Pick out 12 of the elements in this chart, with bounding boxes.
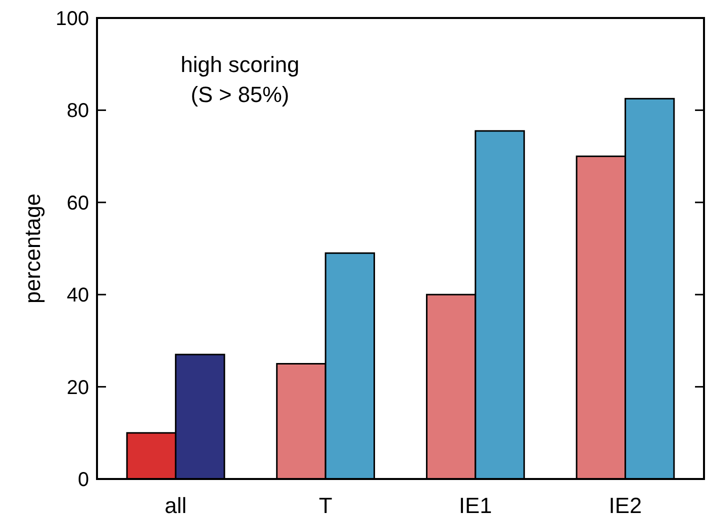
x-tick-label: T <box>318 493 332 518</box>
y-tick-label: 60 <box>66 192 89 214</box>
y-tick-label: 40 <box>66 284 89 307</box>
y-tick-label: 80 <box>66 100 89 122</box>
x-tick-label: all <box>164 493 187 518</box>
y-tick-label: 20 <box>66 376 89 399</box>
x-tick-label: IE2 <box>608 493 642 518</box>
y-tick-label: 100 <box>56 8 89 30</box>
x-tick-label: IE1 <box>458 493 492 518</box>
y-tick-label: 0 <box>78 469 89 491</box>
annotation: high scoring (S > 85%) <box>180 52 300 107</box>
y-axis-title: percentage <box>20 193 45 304</box>
